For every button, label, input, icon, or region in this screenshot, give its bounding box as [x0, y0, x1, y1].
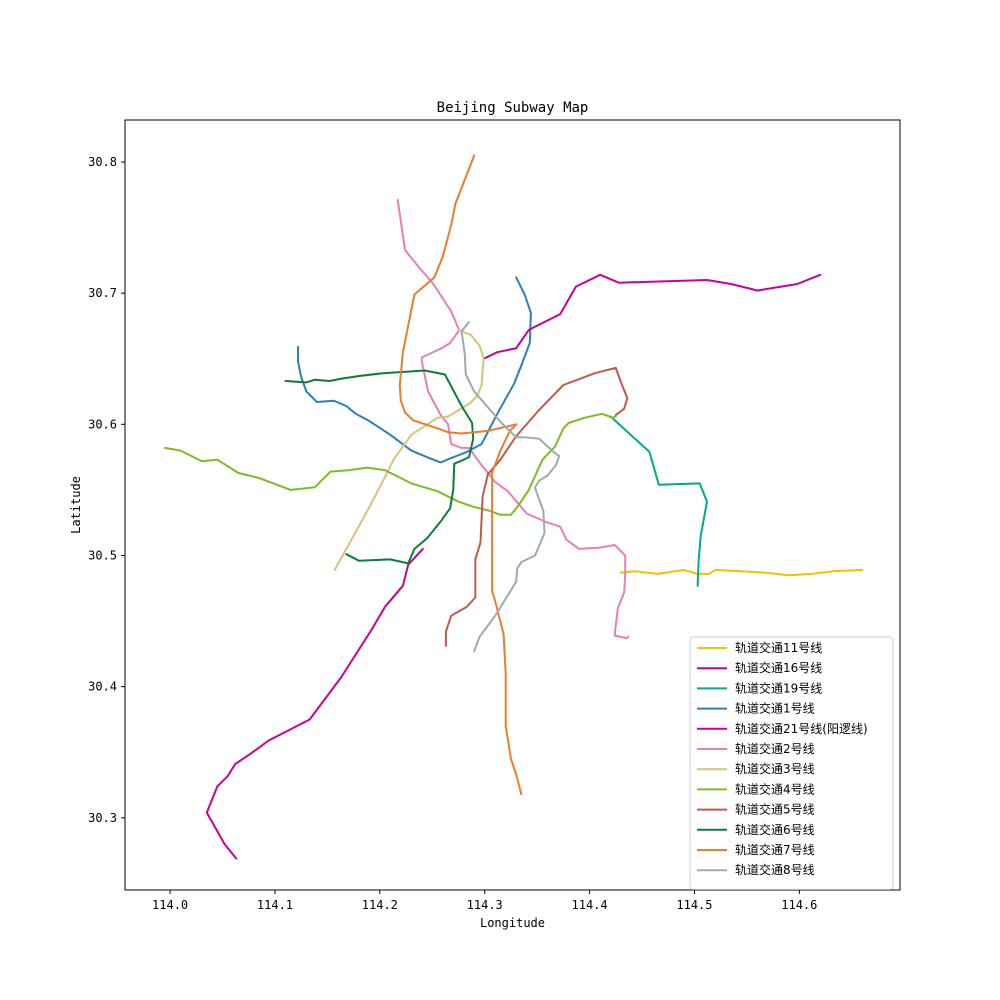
y-tick-label: 30.6	[88, 417, 117, 431]
x-tick-label: 114.2	[362, 898, 398, 912]
y-tick-label: 30.4	[88, 680, 117, 694]
legend-entry: 轨道交通6号线	[735, 822, 815, 837]
x-tick-label: 114.1	[257, 898, 293, 912]
legend-entry: 轨道交通1号线	[735, 701, 815, 716]
x-tick-label: 114.4	[572, 898, 608, 912]
series-line-5	[482, 273, 822, 360]
legend-entry: 轨道交通16号线	[735, 660, 822, 675]
y-tick-label: 30.8	[88, 155, 117, 169]
series-layer	[163, 154, 864, 860]
series-line-11	[398, 154, 523, 796]
series-line-10	[284, 369, 475, 565]
y-tick-label: 30.7	[88, 286, 117, 300]
series-line-7	[333, 328, 485, 571]
legend-entry: 轨道交通5号线	[735, 802, 815, 817]
series-line-2	[205, 547, 424, 860]
x-tick-label: 114.0	[152, 898, 188, 912]
series-line-4	[297, 276, 532, 464]
series-line-3	[609, 415, 708, 587]
chart-title: Beijing Subway Map	[437, 100, 589, 116]
y-axis: 30.3 30.4 30.5 30.6 30.7 30.8	[88, 155, 125, 825]
series-line-1	[620, 568, 864, 577]
x-tick-label: 114.3	[467, 898, 503, 912]
legend-entry: 轨道交通2号线	[735, 741, 815, 756]
legend-entry: 轨道交通3号线	[735, 761, 815, 776]
series-line-9	[444, 366, 629, 647]
x-axis-label: Longitude	[480, 916, 545, 930]
y-tick-label: 30.3	[88, 811, 117, 825]
legend-entry: 轨道交通4号线	[735, 781, 815, 796]
y-axis-label: Latitude	[69, 476, 83, 534]
series-line-6	[396, 199, 630, 640]
legend: 轨道交通11号线轨道交通16号线轨道交通19号线轨道交通1号线轨道交通21号线(…	[689, 636, 894, 890]
legend-entry: 轨道交通7号线	[735, 842, 815, 857]
legend-entry: 轨道交通11号线	[735, 640, 822, 655]
plot-frame	[124, 119, 901, 891]
series-line-12	[460, 321, 561, 653]
series-line-8	[163, 412, 617, 516]
legend-entry: 轨道交通19号线	[735, 680, 822, 695]
legend-box	[689, 636, 894, 890]
legend-entry: 轨道交通21号线(阳逻线)	[735, 721, 868, 736]
legend-entry: 轨道交通8号线	[735, 862, 815, 877]
x-tick-label: 114.5	[676, 898, 712, 912]
x-axis: 114.0 114.1 114.2 114.3 114.4 114.5 114.6	[152, 890, 817, 912]
y-tick-label: 30.5	[88, 549, 117, 563]
x-tick-label: 114.6	[781, 898, 817, 912]
